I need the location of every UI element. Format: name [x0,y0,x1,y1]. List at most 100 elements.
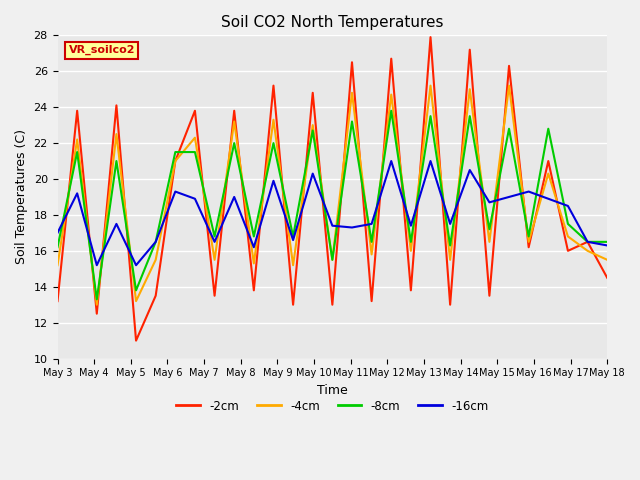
-8cm [172,149,179,155]
-16cm [74,191,81,196]
-8cm [132,288,140,293]
Line: -16cm: -16cm [58,161,607,265]
-8cm [93,297,100,302]
-8cm [250,234,258,240]
-8cm [309,128,317,133]
-8cm [230,140,238,146]
-16cm [289,237,297,243]
-4cm [505,83,513,88]
Line: -2cm: -2cm [58,37,607,341]
-16cm [191,196,199,202]
-4cm [309,122,317,128]
-8cm [368,239,376,245]
-8cm [74,149,81,155]
-2cm [407,288,415,293]
-8cm [446,242,454,248]
-4cm [211,257,218,263]
-16cm [93,262,100,268]
-2cm [132,338,140,344]
-4cm [525,239,532,245]
-4cm [113,131,120,137]
-2cm [446,302,454,308]
-2cm [604,275,611,281]
-8cm [525,234,532,240]
-8cm [387,108,395,114]
-2cm [545,158,552,164]
-16cm [309,171,317,177]
X-axis label: Time: Time [317,384,348,397]
-4cm [407,248,415,254]
-4cm [93,302,100,308]
-4cm [250,261,258,266]
-2cm [387,56,395,61]
-4cm [132,298,140,304]
-4cm [269,117,277,122]
-8cm [348,119,356,124]
-16cm [172,189,179,194]
-16cm [328,223,336,228]
-4cm [230,119,238,124]
-4cm [564,234,572,240]
-4cm [172,158,179,164]
-2cm [269,83,277,88]
-8cm [427,113,435,119]
-16cm [368,221,376,227]
-2cm [427,34,435,40]
-4cm [368,252,376,257]
-8cm [564,221,572,227]
-16cm [250,244,258,250]
-4cm [328,257,336,263]
-2cm [368,298,376,304]
-8cm [211,234,218,240]
-4cm [191,135,199,141]
-2cm [584,239,591,245]
-16cm [348,225,356,230]
-8cm [545,126,552,132]
-16cm [545,196,552,202]
-8cm [328,257,336,263]
-8cm [486,227,493,232]
-4cm [584,248,591,254]
-4cm [289,262,297,268]
-2cm [54,298,61,304]
-4cm [604,257,611,263]
-2cm [93,311,100,317]
-8cm [191,149,199,155]
-2cm [113,103,120,108]
-2cm [191,108,199,114]
-2cm [564,248,572,254]
-4cm [74,137,81,143]
Legend: -2cm, -4cm, -8cm, -16cm: -2cm, -4cm, -8cm, -16cm [172,395,493,417]
-16cm [564,203,572,209]
-16cm [505,194,513,200]
-2cm [525,244,532,250]
-16cm [230,194,238,200]
-2cm [172,158,179,164]
-4cm [446,257,454,263]
-2cm [230,108,238,114]
-16cm [269,178,277,184]
-8cm [269,140,277,146]
-16cm [584,239,591,245]
-2cm [74,108,81,114]
-16cm [54,230,61,236]
-16cm [604,242,611,248]
Line: -4cm: -4cm [58,85,607,305]
-4cm [486,239,493,245]
-4cm [152,257,159,263]
-4cm [427,83,435,88]
-4cm [348,90,356,96]
Text: VR_soilco2: VR_soilco2 [68,45,135,55]
-2cm [250,288,258,293]
-2cm [348,60,356,65]
-8cm [604,239,611,245]
-8cm [466,113,474,119]
-2cm [505,63,513,69]
-16cm [113,221,120,227]
-16cm [211,239,218,245]
-4cm [54,262,61,268]
-16cm [525,189,532,194]
-4cm [387,92,395,97]
-4cm [545,171,552,177]
-8cm [407,239,415,245]
